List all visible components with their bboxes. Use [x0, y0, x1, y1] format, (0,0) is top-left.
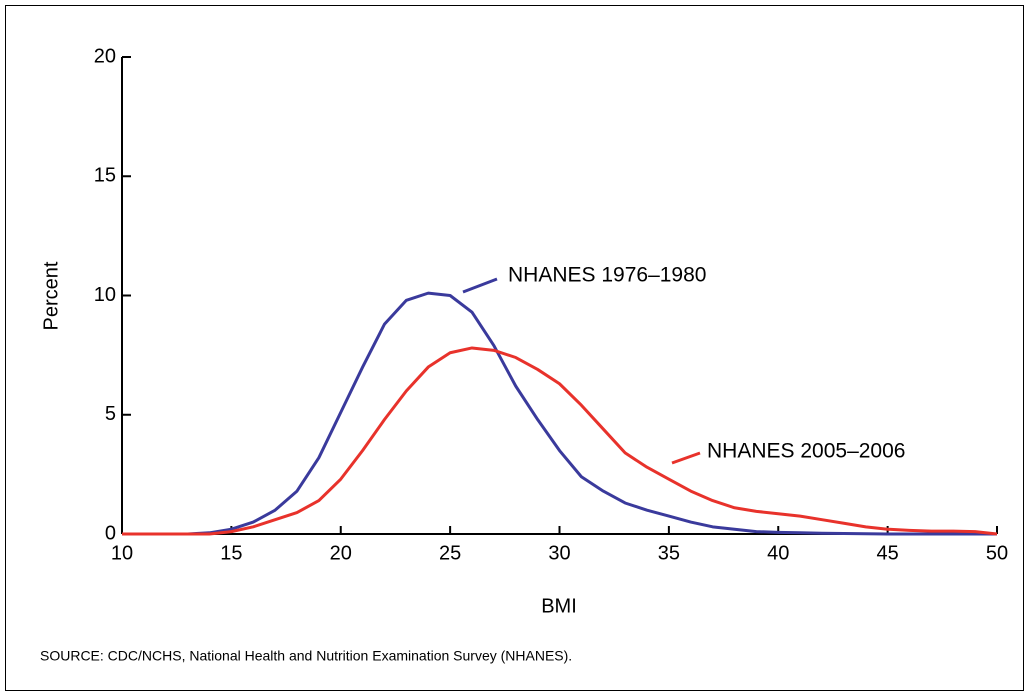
x-axis-label: BMI	[541, 595, 577, 617]
series-line	[122, 291, 997, 536]
x-tick-label: 30	[548, 542, 570, 564]
leader-line	[462, 277, 498, 294]
x-tick-label: 20	[330, 542, 352, 564]
x-tick-label: 35	[658, 542, 680, 564]
x-tick-label: 40	[767, 542, 789, 564]
source-note: SOURCE: CDC/NCHS, National Health and Nu…	[40, 648, 572, 664]
series-line	[122, 346, 998, 536]
x-tick-label: 15	[220, 542, 242, 564]
series-label: NHANES 2005–2006	[707, 440, 905, 463]
y-tick-label: 15	[94, 165, 116, 187]
leader-line	[671, 451, 701, 465]
y-tick-label: 10	[94, 284, 116, 306]
frame	[5, 5, 1024, 691]
x-tick-label: 45	[877, 542, 899, 564]
y-tick-label: 0	[105, 522, 116, 544]
y-tick-label: 20	[94, 45, 116, 67]
x-tick-label: 10	[111, 542, 133, 564]
x-tick-label: 25	[439, 542, 461, 564]
series-label: NHANES 1976–1980	[508, 264, 706, 287]
y-axis-label: Percent	[40, 261, 62, 330]
x-tick-label: 50	[986, 542, 1008, 564]
y-tick-label: 5	[105, 403, 116, 425]
